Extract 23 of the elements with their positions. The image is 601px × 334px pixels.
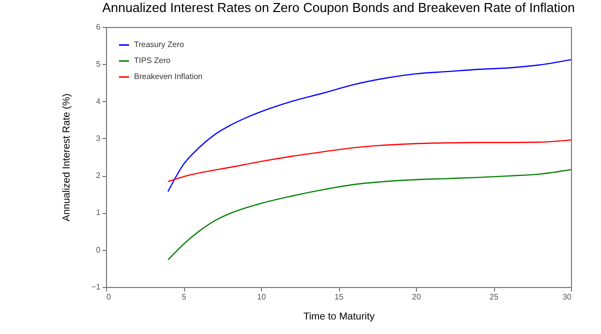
legend-label: TIPS Zero xyxy=(134,56,172,65)
x-tick-label: 25 xyxy=(490,292,499,302)
x-tick-label: 30 xyxy=(562,292,572,302)
y-tick-label: 1 xyxy=(96,208,102,218)
y-tick-label: 6 xyxy=(96,22,102,32)
x-axis-title: Time to Maturity xyxy=(303,312,375,322)
x-tick-label: 0 xyxy=(106,292,112,302)
legend-label: Breakeven Inflation xyxy=(134,72,202,81)
chart-title: Annualized Interest Rates on Zero Coupon Bonds and Breakeven Rate of Inflation xyxy=(102,0,575,15)
y-tick-label: 5 xyxy=(96,60,102,69)
x-tick-label: 5 xyxy=(182,292,187,302)
y-tick-label: −1 xyxy=(91,282,102,292)
line-series xyxy=(167,139,571,182)
x-tick-label: 15 xyxy=(334,292,344,302)
line-series xyxy=(167,169,571,260)
y-axis-title: Annualized Interest Rate (%) xyxy=(61,94,72,222)
x-tick-label: 10 xyxy=(257,292,266,302)
y-tick-label: 4 xyxy=(96,96,102,106)
y-tick-label: 2 xyxy=(96,171,102,180)
legend-label: Treasury Zero xyxy=(134,40,184,49)
y-tick-label: 0 xyxy=(96,245,102,254)
y-tick-label: 3 xyxy=(96,134,102,143)
x-tick-label: 20 xyxy=(412,292,422,302)
